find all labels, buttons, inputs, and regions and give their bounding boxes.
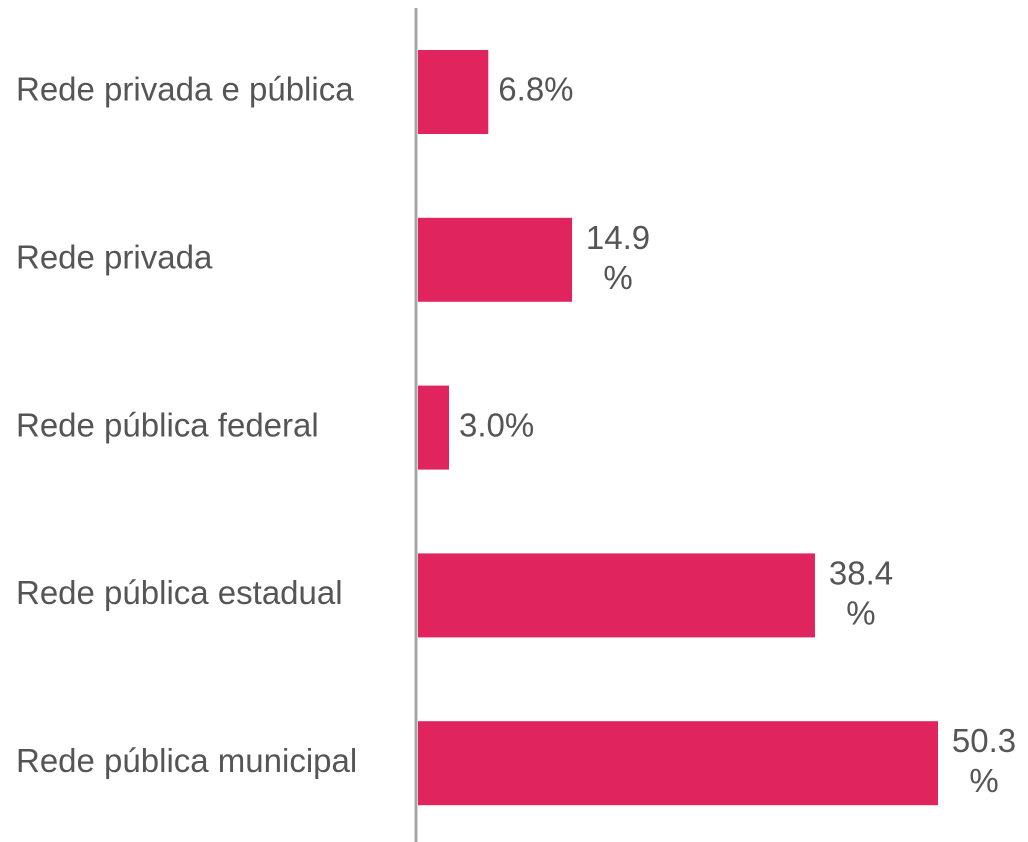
- category-label: Rede pública federal: [16, 406, 319, 443]
- category-label: Rede privada e pública: [16, 71, 354, 108]
- data-label: 3.0%: [459, 406, 534, 443]
- category-label: Rede pública estadual: [16, 574, 343, 611]
- bar: [418, 50, 489, 134]
- data-label: 14.9%: [586, 219, 650, 296]
- data-label: 38.4%: [829, 554, 893, 631]
- category-label: Rede pública municipal: [16, 742, 357, 779]
- data-label: 6.8%: [498, 71, 573, 108]
- category-label: Rede privada: [16, 239, 213, 276]
- bar: [418, 385, 450, 470]
- data-label: 50.3%: [952, 722, 1016, 799]
- bar: [418, 553, 815, 638]
- bar: [418, 721, 938, 806]
- bar: [418, 217, 573, 302]
